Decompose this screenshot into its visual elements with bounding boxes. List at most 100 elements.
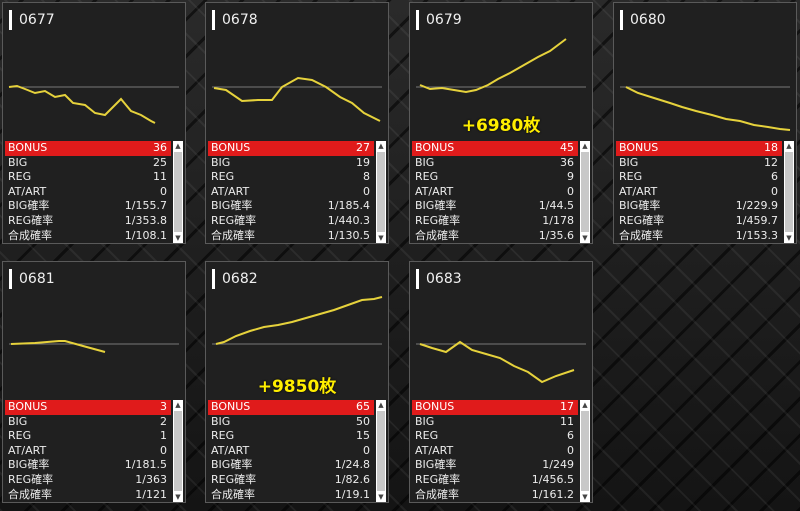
slump-line bbox=[215, 296, 383, 345]
stats-table: BONUS 18 BIG 12 REG 6 AT/ART 0 BIG確率 1/229.9 … bbox=[616, 141, 782, 243]
row-combined-rate: 合成確率 1/19.1 bbox=[211, 487, 370, 501]
row-big: BIG 2 bbox=[8, 414, 167, 428]
machine-card-0678[interactable]: 0678 BONUS 27 BIG 19 REG 8 AT/ART 0 BIG確率 1/1… bbox=[205, 2, 389, 244]
machine-card-0679[interactable]: 0679 +6980枚 BONUS 45 BIG 36 REG 9 AT/ART 0 B… bbox=[409, 2, 593, 244]
row-at-art: AT/ART 0 bbox=[415, 443, 574, 457]
scroll-thumb[interactable] bbox=[581, 152, 589, 232]
row-big: BIG 25 bbox=[8, 155, 167, 169]
row-at-art: AT/ART 0 bbox=[619, 184, 778, 198]
row-bonus: BONUS 36 bbox=[5, 141, 171, 156]
row-reg-rate: REG確率 1/363 bbox=[8, 472, 167, 486]
slump-line bbox=[419, 38, 567, 94]
slump-line bbox=[419, 340, 575, 384]
row-big-rate: BIG確率 1/249 bbox=[415, 458, 574, 472]
scroll-thumb[interactable] bbox=[174, 411, 182, 491]
scroll-down-icon[interactable]: ▼ bbox=[378, 234, 384, 242]
slump-line bbox=[625, 86, 791, 131]
machine-card-0683[interactable]: 0683 BONUS 17 BIG 11 REG 6 AT/ART 0 BIG確率 1/2… bbox=[409, 261, 593, 503]
row-reg-rate: REG確率 1/459.7 bbox=[619, 213, 778, 227]
slump-line bbox=[8, 84, 156, 124]
stats-scrollbar[interactable]: ▲ ▼ bbox=[376, 400, 386, 502]
scroll-up-icon[interactable]: ▲ bbox=[786, 142, 792, 150]
stats-scrollbar[interactable]: ▲ ▼ bbox=[784, 141, 794, 243]
row-reg: REG 8 bbox=[211, 170, 370, 184]
row-reg: REG 1 bbox=[8, 429, 167, 443]
stats-scrollbar[interactable]: ▲ ▼ bbox=[580, 141, 590, 243]
row-reg: REG 6 bbox=[415, 429, 574, 443]
machine-card-0682[interactable]: 0682 +9850枚 BONUS 65 BIG 50 REG 15 AT/ART 0 … bbox=[205, 261, 389, 503]
machine-number: 0683 bbox=[416, 269, 462, 289]
row-big: BIG 50 bbox=[211, 414, 370, 428]
row-reg-rate: REG確率 1/456.5 bbox=[415, 472, 574, 486]
slump-graph bbox=[3, 35, 185, 139]
row-reg-rate: REG確率 1/353.8 bbox=[8, 213, 167, 227]
scroll-down-icon[interactable]: ▼ bbox=[786, 234, 792, 242]
row-big: BIG 11 bbox=[415, 414, 574, 428]
slump-graph bbox=[410, 294, 592, 398]
stats-scrollbar[interactable]: ▲ ▼ bbox=[173, 141, 183, 243]
row-bonus: BONUS 27 bbox=[208, 141, 374, 156]
machine-card-0680[interactable]: 0680 BONUS 18 BIG 12 REG 6 AT/ART 0 BIG確率 1/2… bbox=[613, 2, 797, 244]
row-reg: REG 9 bbox=[415, 170, 574, 184]
stats-table: BONUS 36 BIG 25 REG 11 AT/ART 0 BIG確率 1/155.7… bbox=[5, 141, 171, 243]
scroll-up-icon[interactable]: ▲ bbox=[175, 142, 181, 150]
scroll-thumb[interactable] bbox=[377, 411, 385, 491]
row-big-rate: BIG確率 1/155.7 bbox=[8, 199, 167, 213]
machine-number: 0677 bbox=[9, 10, 55, 30]
row-at-art: AT/ART 0 bbox=[8, 184, 167, 198]
row-bonus: BONUS 18 bbox=[616, 141, 782, 156]
row-reg: REG 15 bbox=[211, 429, 370, 443]
scroll-down-icon[interactable]: ▼ bbox=[175, 234, 181, 242]
row-bonus: BONUS 65 bbox=[208, 400, 374, 415]
machine-number: 0682 bbox=[212, 269, 258, 289]
row-combined-rate: 合成確率 1/153.3 bbox=[619, 228, 778, 242]
payout-overlay: +9850枚 bbox=[257, 377, 337, 397]
row-at-art: AT/ART 0 bbox=[211, 443, 370, 457]
machine-number: 0680 bbox=[620, 10, 666, 30]
slump-graph bbox=[410, 35, 592, 139]
row-at-art: AT/ART 0 bbox=[415, 184, 574, 198]
row-big-rate: BIG確率 1/229.9 bbox=[619, 199, 778, 213]
scroll-up-icon[interactable]: ▲ bbox=[378, 401, 384, 409]
row-reg-rate: REG確率 1/178 bbox=[415, 213, 574, 227]
row-combined-rate: 合成確率 1/121 bbox=[8, 487, 167, 501]
row-big: BIG 12 bbox=[619, 155, 778, 169]
slump-graph bbox=[614, 35, 796, 139]
stats-scrollbar[interactable]: ▲ ▼ bbox=[580, 400, 590, 502]
scroll-down-icon[interactable]: ▼ bbox=[378, 493, 384, 501]
scroll-thumb[interactable] bbox=[377, 152, 385, 232]
machine-card-0681[interactable]: 0681 BONUS 3 BIG 2 REG 1 AT/ART 0 BIG確率 1/181… bbox=[2, 261, 186, 503]
scroll-down-icon[interactable]: ▼ bbox=[582, 234, 588, 242]
stats-table: BONUS 17 BIG 11 REG 6 AT/ART 0 BIG確率 1/249 RE… bbox=[412, 400, 578, 502]
row-at-art: AT/ART 0 bbox=[8, 443, 167, 457]
row-reg-rate: REG確率 1/440.3 bbox=[211, 213, 370, 227]
stats-table: BONUS 65 BIG 50 REG 15 AT/ART 0 BIG確率 1/24.8 … bbox=[208, 400, 374, 502]
row-big-rate: BIG確率 1/24.8 bbox=[211, 458, 370, 472]
stats-scrollbar[interactable]: ▲ ▼ bbox=[376, 141, 386, 243]
scroll-thumb[interactable] bbox=[581, 411, 589, 491]
scroll-up-icon[interactable]: ▲ bbox=[175, 401, 181, 409]
row-reg: REG 11 bbox=[8, 170, 167, 184]
scroll-up-icon[interactable]: ▲ bbox=[378, 142, 384, 150]
machine-card-0677[interactable]: 0677 BONUS 36 BIG 25 REG 11 AT/ART 0 BIG確率 1/… bbox=[2, 2, 186, 244]
row-big-rate: BIG確率 1/185.4 bbox=[211, 199, 370, 213]
row-big-rate: BIG確率 1/44.5 bbox=[415, 199, 574, 213]
row-big-rate: BIG確率 1/181.5 bbox=[8, 458, 167, 472]
row-combined-rate: 合成確率 1/130.5 bbox=[211, 228, 370, 242]
row-big: BIG 36 bbox=[415, 155, 574, 169]
slump-graph bbox=[3, 294, 185, 398]
row-combined-rate: 合成確率 1/108.1 bbox=[8, 228, 167, 242]
scroll-down-icon[interactable]: ▼ bbox=[582, 493, 588, 501]
scroll-up-icon[interactable]: ▲ bbox=[582, 401, 588, 409]
scroll-thumb[interactable] bbox=[785, 152, 793, 232]
payout-overlay: +6980枚 bbox=[461, 116, 541, 136]
scroll-up-icon[interactable]: ▲ bbox=[582, 142, 588, 150]
machine-number: 0679 bbox=[416, 10, 462, 30]
row-bonus: BONUS 17 bbox=[412, 400, 578, 415]
scroll-thumb[interactable] bbox=[174, 152, 182, 232]
stats-scrollbar[interactable]: ▲ ▼ bbox=[173, 400, 183, 502]
scroll-down-icon[interactable]: ▼ bbox=[175, 493, 181, 501]
row-big: BIG 19 bbox=[211, 155, 370, 169]
slump-graph bbox=[206, 35, 388, 139]
slump-line bbox=[10, 340, 106, 353]
